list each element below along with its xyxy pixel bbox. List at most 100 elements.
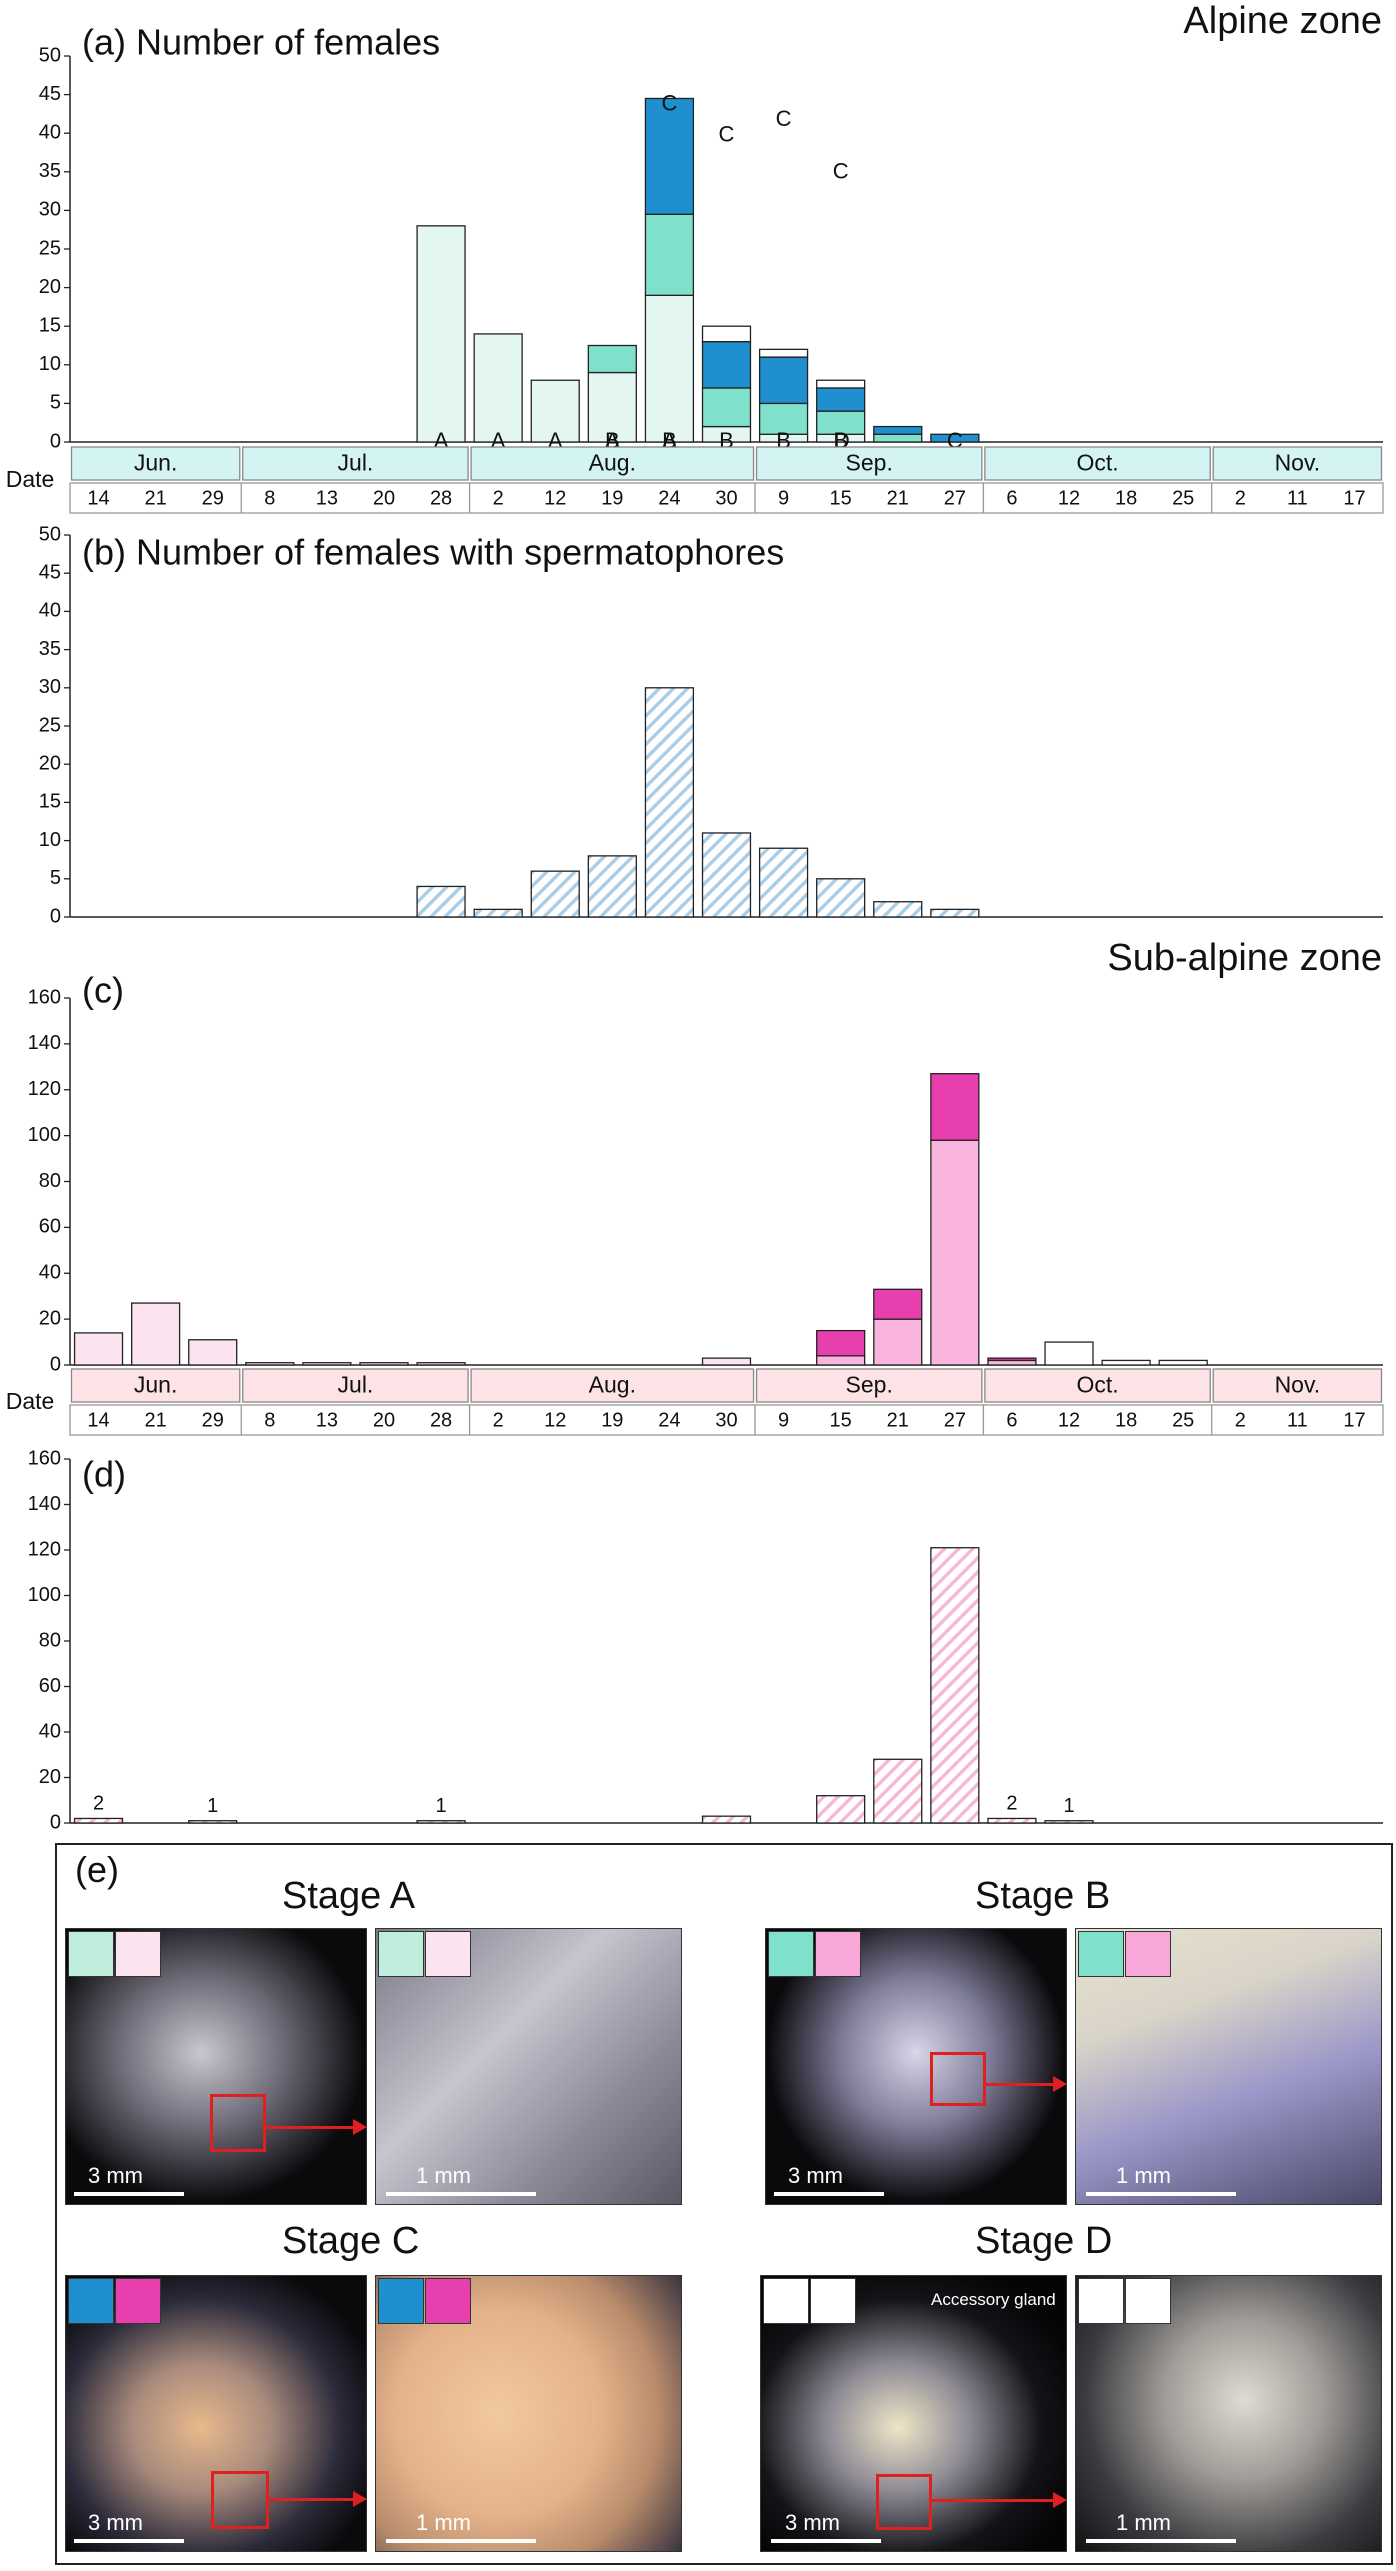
stage-a-chip-alpine [68,1931,114,1977]
panel-a-y-tick-label: 45 [39,83,61,105]
stage-b-scale-label: 3 mm [788,2163,843,2188]
panel-b-bar [873,901,923,918]
panel-a-date-label: 15 [830,487,852,509]
panel-b-bar [930,908,980,918]
panel-a-date-label: 27 [944,487,966,509]
panel-d-y-tick-label: 100 [28,1584,61,1606]
stage-b-zoom-chip-alpine [1078,1931,1124,1977]
stage-a-scale-bar [74,2192,184,2196]
panel-a-bar-B [587,344,637,374]
panel-c-date-label: 12 [1058,1409,1080,1431]
panel-b-bar [701,832,752,918]
stage-c-zoom-scale-label: 1 mm [416,2510,471,2535]
panel-d-bar [73,1817,124,1824]
panel-a-bar-C [930,433,980,443]
panel-d-bar [1044,1820,1094,1824]
panel-a-bar-C [701,340,752,389]
panel-c-date-label: 21 [887,1409,909,1431]
stage-c-zoom-chip-alpine [378,2278,424,2324]
panel-a-date-label: 28 [430,487,452,509]
panel-a-month-cell [70,446,241,481]
panel-a-month-label: Sep. [846,450,893,476]
stage-c-scale-bar [74,2539,184,2543]
panel-b-bar [644,687,695,918]
panel-d-bar [873,1758,923,1824]
panel-a-bar-D [816,379,866,389]
stage-c-scale-label: 3 mm [88,2510,143,2535]
panel-a-date-label: 17 [1343,487,1365,509]
stage-c-arrow-head [353,2491,367,2507]
panel-d-bar [701,1815,752,1824]
stage-a-zoom-photo: 1 mm [375,1928,682,2205]
stage-b-scale-bar [774,2192,884,2196]
panel-d-y-tick-label: 120 [28,1538,61,1560]
panel-a-date-label: 20 [373,487,395,509]
stage-b-title: Stage B [975,1875,1111,1917]
panel-c-date-label: 2 [493,1409,504,1431]
panel-c-bar-B [930,1139,980,1366]
panel-b-y-tick-label: 45 [39,561,61,583]
stage-d-photo: Accessory gland 3 mm [760,2275,1067,2552]
panel-c-date-label: 12 [544,1409,566,1431]
stage-a-zoom-scale-label: 1 mm [416,2163,471,2188]
stage-d-chip-alpine [763,2278,809,2324]
stage-b-zoom-photo: 1 mm [1075,1928,1382,2205]
panel-c-zone-label: Sub-alpine zone [1107,937,1382,979]
panel-a-bar-A [644,294,695,443]
stage-d-chip-subalpine [810,2278,856,2324]
stage-a-zoom-scale-bar [386,2192,536,2196]
panel-c-date-label: 20 [373,1409,395,1431]
panel-c-date-label: 25 [1172,1409,1194,1431]
panel-a-bar-B [644,213,695,296]
panel-d-value-label: 1 [436,1795,447,1817]
panel-c-date-label: 8 [264,1409,275,1431]
panel-a-bar-A [587,371,637,443]
panel-a-y-tick-label: 40 [39,121,61,143]
panel-a-month-cell [1212,446,1383,481]
panel-c-month-cell [755,1368,983,1403]
stage-a-arrow-head [353,2119,367,2135]
panel-c-date-axis-label: Date [6,1388,55,1414]
stage-a-zoom-chip-alpine [378,1931,424,1977]
panel-a-bar-C [644,97,695,215]
panel-a-date-label: 8 [264,487,275,509]
panel-a-month-cell [984,446,1211,481]
stage-a-arrow [265,2126,355,2129]
panel-a-date-label: 13 [316,487,338,509]
panel-c-date-label: 24 [658,1409,680,1431]
panel-c-date-label: 19 [601,1409,623,1431]
panel-b-bar [816,878,866,918]
panel-d-value-label: 2 [1006,1793,1017,1815]
panel-a-date-label: 6 [1006,487,1017,509]
panel-b-y-tick-label: 20 [39,752,61,774]
stage-a-chip-subalpine [115,1931,161,1977]
panel-a-month-cell [470,446,755,481]
panel-c-y-tick-label: 40 [39,1262,61,1284]
panel-a-zone-label: Alpine zone [1183,0,1382,42]
panel-b-y-tick-label: 10 [39,829,61,851]
panel-a-month-cell [755,446,983,481]
panel-d-bar [416,1820,466,1824]
panel-a-bar-A [530,379,580,443]
panel-a-bar-label: C [776,106,792,131]
panel-e-stage-photos: (e) Stage A 3 mm 1 mm Stage B 3 mm 1 mm … [55,1843,1393,2565]
panel-a-y-tick-label: 35 [39,160,61,182]
panel-c-month-label: Sep. [846,1372,893,1398]
panel-c-month-cell [470,1368,755,1403]
panel-a-date-label: 21 [887,487,909,509]
stage-b-chip-alpine [768,1931,814,1977]
panel-a-title: (a) Number of females [82,22,440,63]
panel-b-bar [473,908,523,918]
panel-a-date-label: 29 [202,487,224,509]
panel-c-date-label: 18 [1115,1409,1137,1431]
panel-a-date-label: 19 [601,487,623,509]
panel-c-date-label: 9 [778,1409,789,1431]
panel-a-date-label: 12 [544,487,566,509]
stage-d-title: Stage D [975,2220,1113,2262]
panel-c-bar-C [930,1073,980,1141]
panel-a-bar-B [701,387,752,428]
panel-a-month-label: Oct. [1076,450,1118,476]
panel-c-month-cell [70,1368,241,1403]
panel-c-y-tick-label: 100 [28,1124,61,1146]
